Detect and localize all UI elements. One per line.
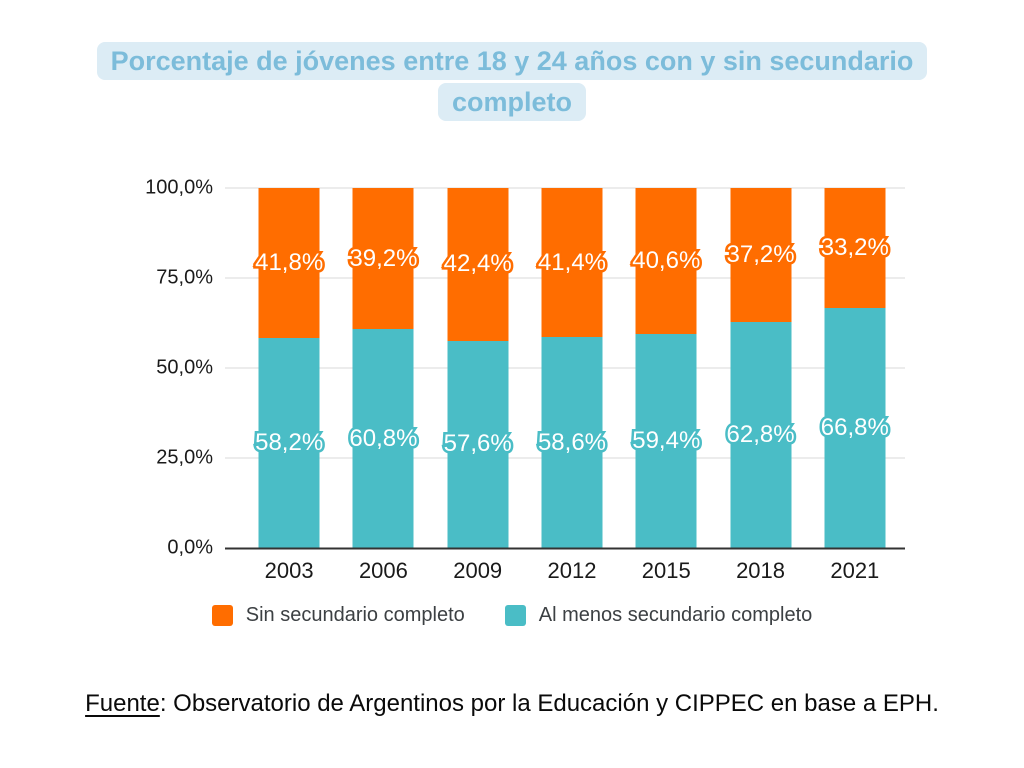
data-label-sin-secundario: 41,4% 41,4% <box>535 248 608 277</box>
segment-al-menos-secundario <box>824 307 886 548</box>
data-label-sin-secundario: 40,6% 40,6% <box>630 246 703 275</box>
data-label-al-menos-secundario: 57,6% 57,6% <box>441 429 514 458</box>
x-axis-tick-label: 2009 <box>453 558 503 583</box>
legend-swatch-orange-icon <box>211 605 233 626</box>
data-label-sin-secundario: 42,4% 42,4% <box>441 249 514 278</box>
x-axis-tick-label: 2012 <box>547 558 597 583</box>
bar-column-2003: 41,8% 41,8% 58,2% 58,2% <box>242 188 336 548</box>
bar-column-2018: 37,2% 37,2% 62,8% 62,8% <box>713 188 807 548</box>
segment-al-menos-secundario <box>352 329 414 548</box>
bar-column-2021: 33,2% 33,2% 66,8% 66,8% <box>808 188 902 548</box>
source-note: Fuente: Observatorio de Argentinos por l… <box>0 690 1024 718</box>
stacked-bar-2003 <box>258 188 320 548</box>
data-label-sin-secundario: 41,8% 41,8% <box>253 248 326 277</box>
bar-column-2012: 41,4% 41,4% 58,6% 58,6% <box>525 188 619 548</box>
chart-title-line-2: completo <box>437 83 586 121</box>
stacked-bar-2021 <box>824 188 886 548</box>
bar-column-2015: 40,6% 40,6% 59,4% 59,4% <box>619 188 713 548</box>
segment-sin-secundario <box>541 188 603 338</box>
data-label-sin-secundario: 33,2% 33,2% <box>818 233 891 262</box>
data-label-al-menos-secundario: 58,6% 58,6% <box>535 428 608 457</box>
bars-row: 41,8% 41,8% 58,2% 58,2% 39,2% 39,2% 60,8% 60,8%… <box>242 188 902 548</box>
data-label-al-menos-secundario: 60,8% 60,8% <box>347 424 420 453</box>
data-label-sin-secundario: 39,2% 39,2% <box>347 244 420 273</box>
segment-sin-secundario <box>352 188 414 330</box>
segment-sin-secundario <box>635 188 697 335</box>
y-axis-tick-label: 50,0% <box>156 356 213 379</box>
chart-legend: Sin secundario completo Al menos secunda… <box>0 604 1024 627</box>
segment-sin-secundario <box>447 188 509 341</box>
x-axis-line <box>225 547 905 550</box>
x-axis-tick-label: 2021 <box>830 558 880 583</box>
y-axis-tick-label: 0,0% <box>167 536 213 559</box>
segment-al-menos-secundario <box>635 334 697 548</box>
legend-item-sin-secundario: Sin secundario completo <box>211 604 465 627</box>
source-label: Fuente <box>85 690 160 717</box>
segment-al-menos-secundario <box>258 338 320 548</box>
segment-al-menos-secundario <box>730 321 792 548</box>
source-text: : Observatorio de Argentinos por la Educ… <box>159 690 939 717</box>
segment-sin-secundario <box>258 188 320 339</box>
x-axis-tick-label: 2003 <box>264 558 314 583</box>
data-label-al-menos-secundario: 66,8% 66,8% <box>818 413 891 442</box>
x-axis-tick-label: 2015 <box>641 558 691 583</box>
legend-label: Sin secundario completo <box>245 604 465 626</box>
stacked-bar-2006 <box>352 188 414 548</box>
x-axis-tick-label: 2018 <box>736 558 786 583</box>
segment-sin-secundario <box>730 188 792 322</box>
data-label-sin-secundario: 37,2% 37,2% <box>724 240 797 269</box>
stacked-bar-2012 <box>541 188 603 548</box>
x-axis-labels: 2003 2006 2009 2012 2015 2018 2021 <box>242 558 902 584</box>
chart-title: Porcentaje de jóvenes entre 18 y 24 años… <box>0 42 1024 126</box>
stacked-bar-2018 <box>730 188 792 548</box>
stacked-bar-2009 <box>447 188 509 548</box>
legend-swatch-teal-icon <box>504 605 526 626</box>
bar-column-2006: 39,2% 39,2% 60,8% 60,8% <box>336 188 430 548</box>
data-label-al-menos-secundario: 62,8% 62,8% <box>724 420 797 449</box>
data-label-al-menos-secundario: 58,2% 58,2% <box>253 428 326 457</box>
segment-sin-secundario <box>824 188 886 308</box>
y-axis-tick-label: 75,0% <box>156 266 213 289</box>
segment-al-menos-secundario <box>541 337 603 548</box>
stacked-bar-2015 <box>635 188 697 548</box>
legend-item-al-menos-secundario: Al menos secundario completo <box>504 604 813 627</box>
x-axis-tick-label: 2006 <box>358 558 408 583</box>
y-axis-tick-label: 25,0% <box>156 446 213 469</box>
data-label-al-menos-secundario: 59,4% 59,4% <box>630 426 703 455</box>
bar-column-2009: 42,4% 42,4% 57,6% 57,6% <box>431 188 525 548</box>
segment-al-menos-secundario <box>447 340 509 548</box>
legend-label: Al menos secundario completo <box>538 604 813 626</box>
y-axis-labels: 100,0% 75,0% 50,0% 25,0% 0,0% <box>0 177 213 559</box>
chart-title-line-1: Porcentaje de jóvenes entre 18 y 24 años… <box>96 42 928 80</box>
y-axis-tick-label: 100,0% <box>145 176 213 199</box>
